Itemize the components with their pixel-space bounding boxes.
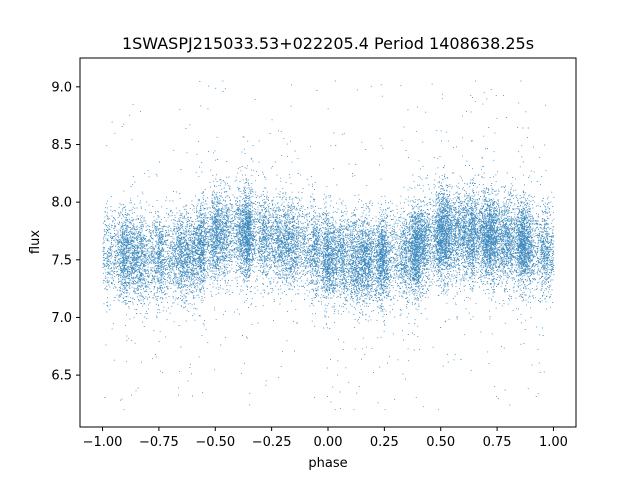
x-tick-label: −0.25 bbox=[252, 435, 292, 450]
scatter-point-cloud bbox=[102, 80, 555, 411]
y-tick-label: 6.5 bbox=[51, 369, 72, 384]
x-tick-label: 1.00 bbox=[539, 435, 568, 450]
y-tick-label: 8.0 bbox=[51, 196, 72, 211]
x-axis: −1.00 −0.75 −0.50 −0.25 0.00 0.25 0.50 0.75 1.00 bbox=[83, 427, 568, 450]
y-tick-label: 7.0 bbox=[51, 311, 72, 326]
x-tick-label: 0.50 bbox=[426, 435, 455, 450]
y-tick-label: 9.0 bbox=[51, 80, 72, 95]
x-tick-label: 0.00 bbox=[314, 435, 343, 450]
x-tick-label: 0.75 bbox=[483, 435, 512, 450]
y-axis: 6.5 7.0 7.5 8.0 8.5 9.0 bbox=[51, 80, 80, 384]
x-tick-label: −1.00 bbox=[83, 435, 123, 450]
scatter-points bbox=[102, 80, 555, 411]
y-axis-label: flux bbox=[28, 230, 43, 254]
y-tick-label: 8.5 bbox=[51, 138, 72, 153]
x-axis-label: phase bbox=[308, 456, 347, 471]
x-tick-label: 0.25 bbox=[370, 435, 399, 450]
x-tick-label: −0.75 bbox=[139, 435, 179, 450]
chart-title: 1SWASPJ215033.53+022205.4 Period 1408638… bbox=[122, 34, 534, 53]
x-tick-label: −0.50 bbox=[195, 435, 235, 450]
y-tick-label: 7.5 bbox=[51, 253, 72, 268]
